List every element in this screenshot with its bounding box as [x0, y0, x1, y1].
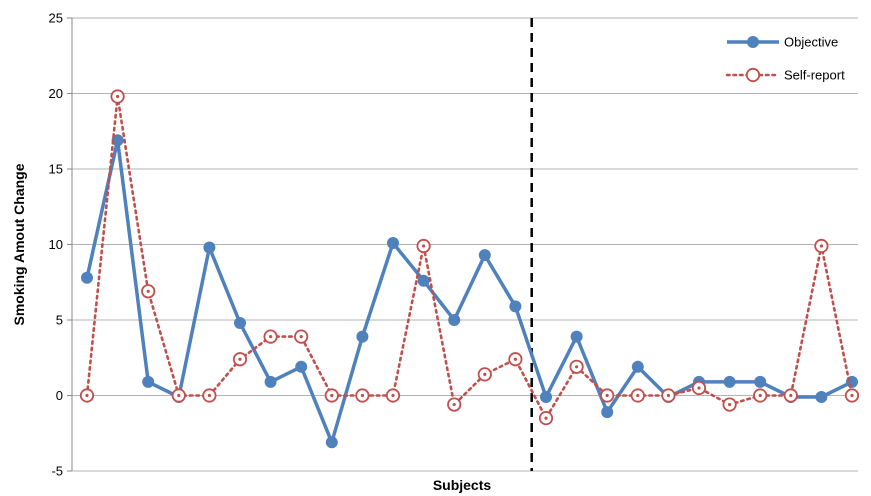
legend-item-objective: Objective — [727, 35, 838, 50]
series-line-objective — [85, 138, 853, 445]
data-point-dot-self-report — [728, 402, 732, 407]
legend-label-objective: Objective — [784, 35, 838, 50]
y-tick-label: 25 — [49, 11, 63, 26]
axes — [71, 18, 533, 471]
data-point-dot-self-report — [330, 393, 334, 398]
data-point-dot-self-report — [177, 393, 181, 398]
data-point-objective — [264, 375, 277, 388]
y-tick-label: 0 — [56, 388, 63, 403]
data-point-dot-self-report — [789, 393, 793, 398]
y-tick-label: 10 — [49, 237, 63, 252]
legend-marker-objective — [747, 36, 759, 48]
y-tick-label: 15 — [49, 162, 63, 177]
data-point-dot-self-report — [605, 393, 609, 398]
gridlines — [67, 17, 858, 472]
data-point-dot-self-report — [85, 393, 89, 398]
data-point-dot-self-report — [452, 402, 456, 407]
data-point-dot-self-report — [850, 393, 854, 398]
legend: Objective Self-report — [725, 35, 845, 83]
data-point-dot-self-report — [575, 365, 579, 369]
data-point-objective — [356, 330, 369, 343]
y-tick-label: -5 — [51, 464, 63, 479]
y-tick-label: 5 — [56, 313, 63, 328]
data-point-objective — [815, 391, 828, 404]
y-axis-title: Smoking Amout Change — [11, 163, 27, 325]
data-point-dot-self-report — [758, 393, 762, 398]
data-point-dot-self-report — [146, 289, 150, 293]
data-point-dot-self-report — [116, 94, 120, 99]
data-point-objective — [754, 375, 767, 388]
legend-item-self-report: Self-report — [725, 67, 845, 83]
y-tick-labels: -5 0 5 10 15 20 25 — [49, 11, 63, 479]
data-point-dot-self-report — [544, 416, 548, 420]
data-point-objective — [601, 406, 614, 419]
data-point-objective — [295, 360, 308, 373]
data-point-dot-self-report — [819, 244, 824, 248]
data-point-dot-self-report — [483, 372, 487, 376]
data-point-dot-self-report — [636, 393, 640, 398]
legend-marker-self-report — [745, 67, 761, 83]
data-point-dot-self-report — [207, 393, 211, 398]
data-point-objective — [509, 300, 522, 313]
data-point-dot-self-report — [513, 357, 518, 361]
data-point-dot-self-report — [299, 335, 303, 339]
data-point-dot-self-report — [666, 393, 671, 398]
data-point-objective — [81, 271, 93, 284]
data-point-dot-self-report — [269, 335, 273, 339]
data-point-objective — [325, 436, 338, 449]
series-line-self-report — [85, 95, 854, 420]
data-point-objective — [570, 330, 583, 343]
data-point-objective — [631, 360, 644, 373]
series — [79, 89, 860, 449]
x-axis-title: Subjects — [433, 477, 492, 493]
data-point-dot-self-report — [360, 393, 364, 398]
legend-label-self-report: Self-report — [784, 68, 845, 83]
data-point-objective — [540, 391, 552, 404]
data-point-objective — [203, 241, 216, 254]
data-point-objective — [448, 314, 461, 326]
data-point-objective — [723, 375, 736, 388]
series-self-report — [79, 89, 860, 426]
data-point-objective — [478, 249, 491, 262]
data-point-dot-self-report — [238, 357, 242, 361]
data-point-objective — [142, 375, 155, 388]
data-point-dot-self-report — [391, 393, 395, 398]
data-point-dot-self-report — [422, 244, 426, 248]
data-point-dot-self-report — [697, 386, 701, 390]
y-tick-label: 20 — [49, 86, 63, 101]
data-point-objective — [387, 236, 399, 249]
data-point-objective — [234, 317, 246, 330]
data-point-objective — [417, 274, 430, 287]
